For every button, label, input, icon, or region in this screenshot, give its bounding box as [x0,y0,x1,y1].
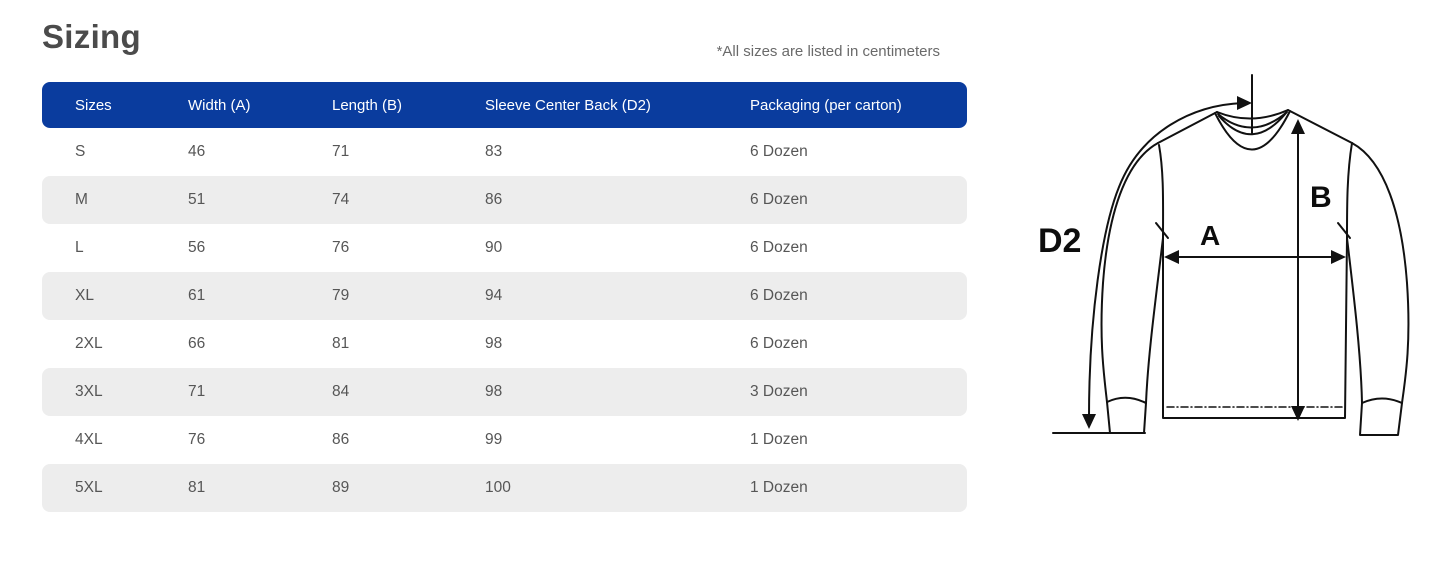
cell-length: 79 [332,287,350,304]
table-header-row: Sizes Width (A) Length (B) Sleeve Center… [42,82,967,128]
cell-width: 51 [188,191,206,208]
shirt-measurement-diagram: D2 A B [1025,55,1445,460]
cell-packaging: 6 Dozen [750,239,808,256]
page-title: Sizing [42,18,141,55]
cell-length: 89 [332,479,350,496]
cell-width: 81 [188,479,206,496]
cell-width: 56 [188,239,206,256]
armpit-tick-left [1155,222,1169,239]
cell-packaging: 6 Dozen [750,191,808,208]
cell-width: 66 [188,335,206,352]
cell-size: 3XL [75,383,103,400]
cell-size: 2XL [75,335,103,352]
cell-length: 84 [332,383,350,400]
label-b: B [1310,181,1332,214]
table-row: 2XL 66 81 98 6 Dozen [42,320,967,368]
cell-width: 46 [188,143,206,160]
cell-size: 4XL [75,431,103,448]
cell-sleeve: 86 [485,191,503,208]
table-row: XL 61 79 94 6 Dozen [42,272,967,320]
cell-packaging: 1 Dozen [750,431,808,448]
cell-packaging: 3 Dozen [750,383,808,400]
cell-sleeve: 83 [485,143,503,160]
cell-packaging: 6 Dozen [750,143,808,160]
length-arrowhead-bottom [1291,406,1305,421]
cell-size: 5XL [75,479,103,496]
label-a: A [1200,220,1220,251]
d2-arrowhead-top [1237,96,1252,110]
header-cell-sleeve: Sleeve Center Back (D2) [485,96,651,114]
width-arrowhead-left [1164,250,1179,264]
cell-sleeve: 100 [485,479,511,496]
header-cell-sizes: Sizes [75,96,112,114]
shirt-diagram-svg: D2 A B [1038,74,1410,436]
cell-length: 74 [332,191,350,208]
d2-arrowhead-bottom [1082,414,1096,429]
cell-size: S [75,143,86,160]
cell-packaging: 6 Dozen [750,335,808,352]
header-cell-packaging: Packaging (per carton) [750,96,902,114]
cell-width: 71 [188,383,206,400]
cell-sleeve: 98 [485,335,503,352]
length-arrowhead-top [1291,119,1305,134]
d2-arrow [1088,102,1244,418]
cell-sleeve: 90 [485,239,503,256]
size-table: Sizes Width (A) Length (B) Sleeve Center… [42,82,967,512]
cell-length: 76 [332,239,350,256]
cell-length: 86 [332,431,350,448]
cell-sleeve: 99 [485,431,503,448]
units-note: *All sizes are listed in centimeters [716,43,940,60]
width-arrowhead-right [1331,250,1346,264]
cell-size: M [75,191,88,208]
cell-packaging: 6 Dozen [750,287,808,304]
cell-length: 81 [332,335,350,352]
header-cell-length: Length (B) [332,96,403,114]
table-row: S 46 71 83 6 Dozen [42,128,967,176]
cell-width: 61 [188,287,206,304]
armpit-tick-right [1337,222,1351,239]
label-d2: D2 [1038,222,1081,260]
table-row: 5XL 81 89 100 1 Dozen [42,464,967,512]
cell-sleeve: 98 [485,383,503,400]
cell-width: 76 [188,431,206,448]
cell-length: 71 [332,143,350,160]
table-row: 4XL 76 86 99 1 Dozen [42,416,967,464]
header-cell-width: Width (A) [188,96,251,114]
cell-size: XL [75,287,94,304]
cell-size: L [75,239,84,256]
cell-sleeve: 94 [485,287,503,304]
cell-packaging: 1 Dozen [750,479,808,496]
table-row: M 51 74 86 6 Dozen [42,176,967,224]
table-row: 3XL 71 84 98 3 Dozen [42,368,967,416]
shirt-outline [1100,109,1410,436]
table-row: L 56 76 90 6 Dozen [42,224,967,272]
